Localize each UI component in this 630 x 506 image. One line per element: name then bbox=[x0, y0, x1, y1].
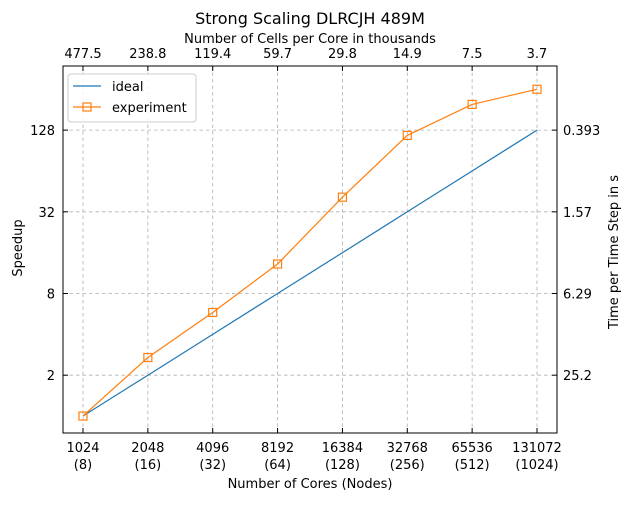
x-tick-sublabel: (64) bbox=[264, 458, 291, 473]
x-tick-sublabel: (512) bbox=[455, 458, 490, 473]
x-tick-sublabel: (16) bbox=[135, 458, 162, 473]
top-tick-label: 59.7 bbox=[263, 47, 292, 62]
top-axis-label: Number of Cells per Core in thousands bbox=[184, 32, 436, 47]
data-point-experiment bbox=[467, 99, 477, 110]
data-point-experiment bbox=[143, 352, 153, 363]
y-tick-label: 128 bbox=[30, 124, 55, 139]
chart-title: Strong Scaling DLRCJH 489M bbox=[195, 9, 425, 28]
legend-experiment-marker bbox=[82, 102, 92, 112]
data-point-experiment bbox=[532, 84, 542, 94]
top-tick-label: 7.5 bbox=[462, 47, 483, 62]
y-tick-label: 8 bbox=[47, 288, 55, 303]
series-line-experiment bbox=[82, 88, 538, 417]
x-axis-label: Number of Cores (Nodes) bbox=[228, 477, 393, 492]
series-line-ideal bbox=[82, 129, 538, 417]
y-tick-label: 32 bbox=[38, 206, 55, 221]
top-tick-label: 3.7 bbox=[527, 47, 548, 62]
right-tick-label: 6.29 bbox=[563, 288, 592, 303]
series-layer bbox=[78, 84, 542, 421]
legend-experiment-label: experiment bbox=[112, 101, 187, 116]
top-tick-label: 14.9 bbox=[393, 47, 422, 62]
legend-ideal-label: ideal bbox=[112, 80, 143, 95]
data-point-experiment bbox=[402, 130, 412, 141]
x-tick-label: 16384 bbox=[322, 441, 363, 456]
x-tick-label: 131072 bbox=[512, 441, 562, 456]
grid bbox=[63, 66, 557, 433]
plot-frame bbox=[62, 65, 558, 434]
x-tick-label: 32768 bbox=[387, 441, 428, 456]
data-point-experiment bbox=[337, 192, 348, 202]
ticks: 1024(8)477.52048(16)238.84096(32)119.481… bbox=[30, 47, 600, 473]
top-tick-label: 119.4 bbox=[194, 47, 231, 62]
data-point-experiment bbox=[208, 307, 218, 318]
x-tick-sublabel: (8) bbox=[74, 458, 92, 473]
x-tick-label: 2048 bbox=[131, 441, 164, 456]
x-tick-label: 1024 bbox=[66, 441, 99, 456]
x-tick-sublabel: (256) bbox=[390, 458, 425, 473]
right-tick-label: 25.2 bbox=[563, 369, 592, 384]
x-tick-sublabel: (128) bbox=[325, 458, 360, 473]
right-tick-label: 0.393 bbox=[563, 124, 600, 139]
data-point-experiment bbox=[272, 259, 283, 269]
top-tick-label: 238.8 bbox=[129, 47, 166, 62]
x-tick-sublabel: (1024) bbox=[515, 458, 558, 473]
right-axis-label: Time per Time Step in s bbox=[607, 175, 622, 330]
data-point-experiment bbox=[78, 411, 88, 421]
y-axis-label: Speedup bbox=[11, 219, 26, 276]
x-tick-label: 4096 bbox=[196, 441, 229, 456]
y-tick-label: 2 bbox=[47, 369, 55, 384]
top-tick-label: 477.5 bbox=[64, 47, 101, 62]
legend: ideal experiment bbox=[67, 73, 197, 123]
x-tick-sublabel: (32) bbox=[199, 458, 226, 473]
x-tick-label: 65536 bbox=[451, 441, 492, 456]
right-tick-label: 1.57 bbox=[563, 206, 592, 221]
top-tick-label: 29.8 bbox=[328, 47, 357, 62]
x-tick-label: 8192 bbox=[261, 441, 294, 456]
